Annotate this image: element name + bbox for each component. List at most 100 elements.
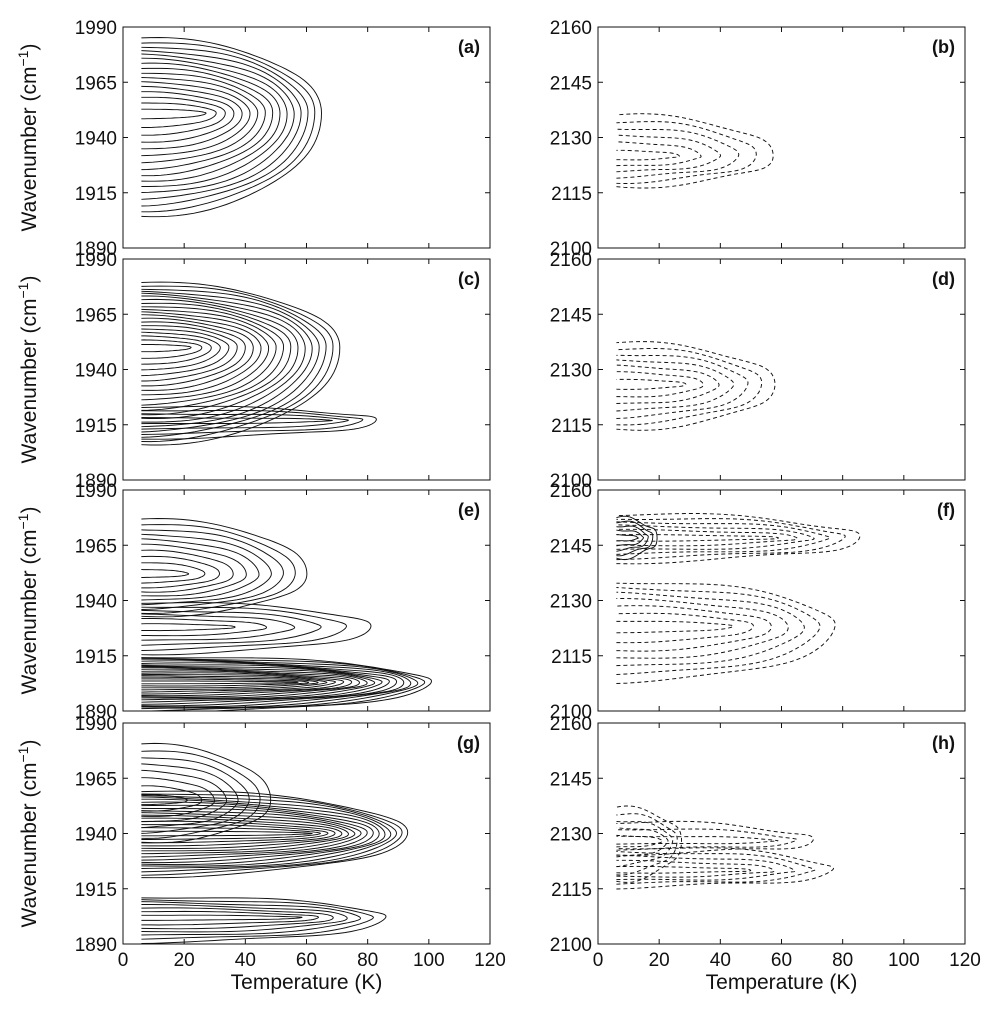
x-tick-label: 60 — [296, 950, 317, 971]
contour-line — [141, 524, 296, 614]
contour-line — [141, 675, 328, 691]
contour-line — [141, 50, 302, 200]
contour-line — [616, 518, 846, 561]
contour-line — [141, 409, 364, 435]
contour-line — [141, 794, 397, 873]
contour-line — [616, 605, 772, 652]
x-tick-label: 120 — [474, 950, 506, 971]
x-axis-label: Temperature (K) — [706, 971, 858, 994]
y-tick-label: 1940 — [75, 129, 117, 150]
contour-line — [616, 121, 757, 184]
contour-line — [141, 680, 299, 685]
contour-line — [141, 62, 281, 182]
contour-line — [616, 835, 779, 845]
y-tick-label: 2100 — [550, 239, 592, 260]
y-tick-label: 2130 — [550, 592, 592, 613]
panel-label: (a) — [458, 37, 480, 57]
contour-line — [141, 673, 337, 693]
contour-line — [141, 298, 299, 419]
y-tick-label: 2160 — [550, 18, 592, 39]
contour-line — [616, 620, 734, 634]
panel-b: 2100 2115 2130 2145 2160 (b) — [550, 18, 966, 260]
contour-line — [616, 827, 669, 858]
contour-line — [141, 793, 403, 876]
contour-lines — [616, 113, 774, 189]
contour-line — [616, 134, 721, 173]
y-tick-label: 1990 — [75, 714, 117, 735]
panel-label: (f) — [937, 500, 955, 520]
contour-line — [616, 525, 649, 552]
contour-line — [141, 290, 320, 433]
contour-line — [141, 328, 230, 377]
contour-line — [141, 85, 243, 150]
y-tick-label: 2100 — [550, 702, 592, 723]
y-tick-label: 1940 — [75, 825, 117, 846]
contour-line — [141, 321, 246, 387]
contour-line — [616, 534, 780, 542]
x-tick-label: 100 — [888, 950, 920, 971]
contour-line — [141, 670, 353, 697]
contour-line — [616, 805, 682, 883]
contour-line — [616, 587, 821, 675]
contour-line — [141, 295, 306, 423]
y-tick-label: 1965 — [75, 305, 117, 326]
contour-line — [616, 359, 735, 412]
contour-line — [141, 344, 192, 353]
contour-line — [141, 67, 274, 177]
contour-line — [141, 623, 236, 632]
contour-line — [141, 658, 412, 708]
x-tick-label: 0 — [593, 950, 604, 971]
panel-label: (h) — [932, 733, 955, 753]
contour-line — [616, 591, 805, 667]
contour-line — [141, 72, 266, 171]
contour-line — [616, 515, 658, 561]
y-tick-label: 1915 — [75, 880, 117, 901]
contour-line — [616, 520, 654, 557]
contour-line — [141, 306, 284, 411]
contour-line — [141, 102, 217, 128]
y-tick-label: 2115 — [551, 184, 592, 205]
contour-line — [141, 827, 322, 840]
y-tick-label: 1965 — [75, 73, 117, 94]
contour-line — [141, 817, 343, 849]
contour-line — [141, 77, 259, 164]
y-tick-label: 2130 — [550, 361, 592, 382]
contour-line — [141, 606, 347, 651]
contour-line — [141, 910, 320, 926]
plot-frame — [597, 26, 966, 249]
y-tick-label: 1890 — [75, 702, 117, 723]
y-tick-label: 2160 — [550, 481, 592, 502]
contour-line — [141, 899, 374, 940]
contour-line — [616, 847, 835, 890]
contour-line — [141, 302, 292, 416]
contour-line — [141, 518, 308, 618]
y-axis-label-exponent: −1 — [15, 513, 31, 529]
y-tick-label: 1990 — [75, 481, 117, 502]
contour-line — [616, 524, 815, 550]
contour-line — [141, 824, 329, 844]
contour-line — [141, 777, 215, 817]
contour-line — [141, 814, 350, 852]
contour-line — [616, 128, 740, 179]
y-tick-label: 2115 — [551, 647, 592, 668]
contour-line — [141, 796, 392, 869]
contour-line — [141, 37, 322, 218]
y-tick-label: 1915 — [75, 416, 117, 437]
contour-line — [141, 57, 288, 187]
y-tick-label: 1965 — [75, 769, 117, 790]
y-tick-label: 1940 — [75, 592, 117, 613]
contour-line — [141, 804, 374, 864]
x-tick-label: 80 — [832, 950, 853, 971]
x-tick-label: 60 — [771, 950, 792, 971]
y-axis-label: Wavenumber (cm−1) — [15, 740, 41, 928]
y-tick-label: 2160 — [550, 250, 592, 271]
contour-line — [141, 292, 313, 428]
y-tick-label: 2130 — [550, 825, 592, 846]
panel-d: 2100 2115 2130 2145 2160 (d) — [550, 250, 966, 492]
contour-line — [141, 667, 368, 699]
y-tick-label: 1915 — [75, 647, 117, 668]
contour-lines — [141, 37, 322, 218]
y-tick-label: 1890 — [75, 239, 117, 260]
panel-f: 2100 2115 2130 2145 2160 (f) — [550, 481, 966, 723]
contour-line — [141, 325, 238, 382]
